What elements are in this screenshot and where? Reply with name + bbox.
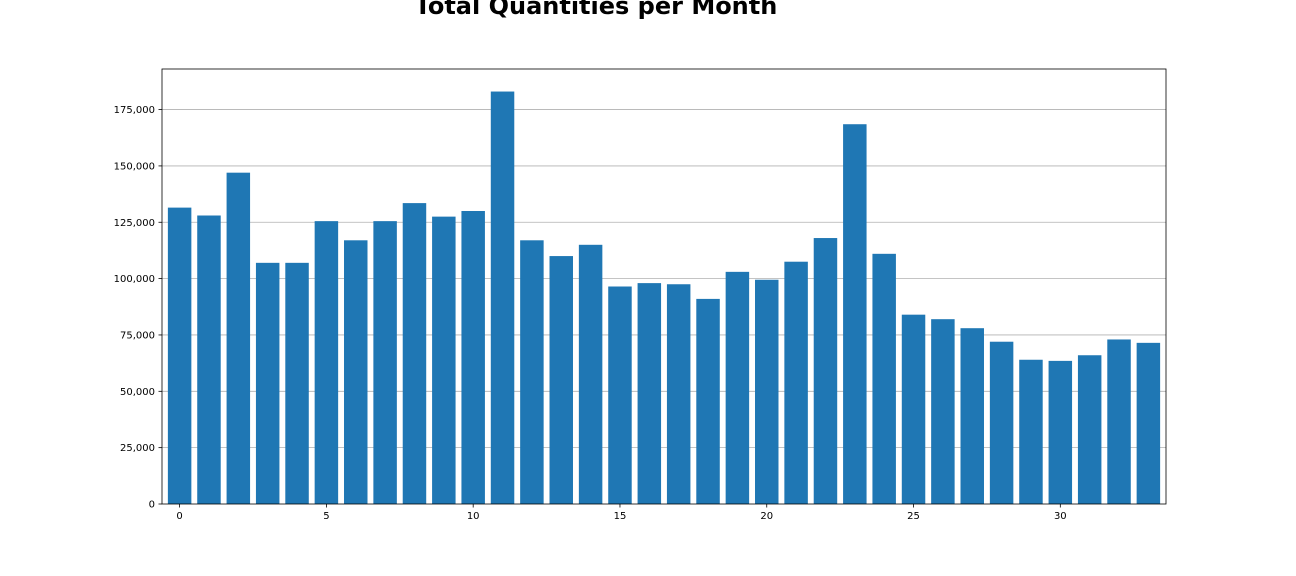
plot-frame (161, 68, 1167, 505)
y-tick-label: 0 (149, 500, 155, 511)
bar (1048, 360, 1073, 504)
bar (197, 215, 221, 504)
bar (872, 253, 896, 504)
bar (461, 210, 485, 504)
bar (285, 262, 309, 504)
x-tick-label: 20 (760, 511, 773, 522)
y-tick-label: 75,000 (120, 330, 155, 341)
bar (960, 328, 984, 504)
x-tick-label: 10 (467, 511, 480, 522)
bar (931, 319, 955, 504)
bar (520, 240, 544, 504)
bar (578, 244, 603, 505)
bar (432, 216, 456, 505)
x-tick-label: 30 (1054, 511, 1067, 522)
bar (344, 240, 368, 504)
bar (696, 298, 720, 504)
x-tick-label: 15 (614, 511, 627, 522)
y-tick-label: 175,000 (114, 105, 155, 116)
bar (755, 279, 779, 504)
y-tick-label: 125,000 (114, 218, 155, 229)
y-tick-label: 100,000 (114, 274, 155, 285)
bar (402, 203, 427, 505)
x-tick-label: 0 (176, 511, 182, 522)
bar (490, 91, 515, 505)
bar (226, 172, 251, 504)
bar (813, 238, 838, 505)
bar (843, 124, 867, 504)
x-tick-label: 25 (907, 511, 920, 522)
bar (314, 221, 339, 504)
x-tick-label: 5 (323, 511, 329, 522)
bar (725, 271, 750, 504)
axes: 0 5 10 15 20 25 30 0 25,000 50,000 75,000 100,000 12… (114, 68, 1167, 522)
bar (901, 314, 926, 504)
y-tick-label: 50,000 (120, 387, 155, 398)
bar (373, 221, 397, 504)
bar (167, 207, 192, 504)
y-tick-label: 25,000 (120, 443, 155, 454)
bar (989, 341, 1014, 504)
y-tick-label: 150,000 (114, 161, 155, 172)
bar (1019, 359, 1043, 504)
bar (549, 256, 573, 504)
bars (167, 91, 1161, 505)
chart-title: Total Quantities per Month (414, 0, 778, 20)
bar (784, 261, 808, 504)
bar (1136, 342, 1161, 504)
bar (666, 284, 691, 504)
bar (1077, 355, 1102, 504)
grid-lines (162, 109, 1166, 449)
bar (1107, 339, 1131, 504)
bar (255, 262, 280, 504)
bar (608, 286, 632, 504)
bar (637, 283, 662, 504)
